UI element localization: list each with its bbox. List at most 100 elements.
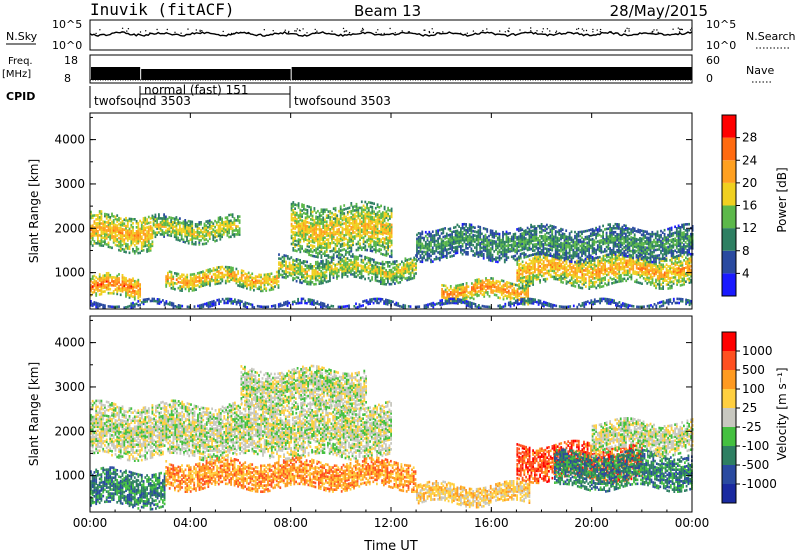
power-cell — [339, 256, 342, 259]
power-cell — [358, 264, 361, 267]
power-cell — [461, 242, 464, 246]
power-cell — [310, 214, 312, 217]
power-cell — [341, 263, 344, 267]
nsearch-dot — [581, 28, 584, 30]
power-cell — [360, 208, 363, 212]
power-cell — [135, 247, 138, 251]
power-cell — [165, 221, 167, 225]
power-cell — [116, 290, 119, 294]
power-cell — [453, 246, 455, 249]
power-cell — [348, 232, 351, 236]
power-cell — [161, 225, 164, 228]
nsearch-dot — [571, 32, 573, 34]
power-cell — [184, 224, 187, 228]
power-cell — [327, 240, 330, 243]
power-cell — [292, 239, 295, 242]
power-cell — [170, 230, 173, 234]
power-cell — [444, 227, 446, 230]
power-cell — [116, 226, 119, 229]
power-cell — [389, 223, 391, 226]
power-cell — [486, 279, 489, 282]
power-cell — [292, 205, 295, 208]
power-cell — [397, 275, 400, 279]
power-cell — [519, 266, 522, 270]
power-cell — [542, 260, 545, 263]
nsearch-dot — [377, 29, 379, 31]
power-cell — [549, 273, 552, 277]
power-cell — [198, 273, 201, 277]
power-cell — [440, 238, 443, 241]
power-cell — [109, 281, 112, 285]
power-cell — [93, 222, 96, 225]
power-cell — [329, 210, 332, 213]
power-cell — [114, 227, 117, 231]
power-cell — [345, 237, 347, 241]
power-cell — [394, 266, 396, 269]
power-cell — [105, 274, 108, 277]
power-cell — [126, 237, 129, 240]
nsearch-dot — [199, 29, 201, 31]
power-cell — [163, 219, 165, 222]
power-cell — [306, 213, 309, 216]
power-cell — [322, 271, 324, 275]
power-cell — [121, 284, 124, 287]
power-cell — [198, 233, 201, 236]
power-cell — [290, 272, 293, 275]
power-cell — [360, 216, 363, 220]
power-cell — [301, 233, 303, 236]
power-cell — [126, 247, 129, 250]
power-cell — [676, 279, 678, 282]
power-cell — [201, 226, 204, 230]
power-cell — [343, 208, 346, 211]
power-cell — [254, 275, 257, 278]
power-cell — [242, 269, 245, 273]
power-cell — [100, 244, 103, 247]
power-cell — [365, 256, 368, 259]
power-cell — [367, 225, 370, 228]
power-cell — [353, 225, 356, 228]
power-cell — [244, 278, 247, 282]
power-cell — [118, 279, 120, 282]
power-cell — [95, 288, 98, 291]
power-cell — [325, 220, 328, 223]
power-cell — [119, 293, 122, 297]
power-cell — [343, 218, 346, 221]
power-cell — [360, 222, 363, 226]
power-cell — [173, 221, 176, 225]
power-cell — [468, 233, 471, 236]
power-cell — [613, 277, 615, 281]
power-cell — [460, 245, 462, 248]
power-cell — [595, 280, 598, 284]
power-cell — [341, 218, 344, 222]
power-cell — [123, 278, 126, 282]
power-cell — [337, 256, 340, 260]
power-cell — [346, 261, 349, 264]
power-cell — [256, 281, 259, 284]
power-cell — [210, 224, 213, 228]
power-cell — [177, 280, 180, 284]
power-cell — [474, 246, 476, 249]
power-cell — [194, 237, 197, 240]
power-cell — [132, 218, 134, 221]
power-cell — [294, 233, 296, 236]
power-cell — [222, 227, 225, 230]
nsky-tick-top: 10^5 — [52, 18, 82, 31]
power-cell — [355, 220, 358, 224]
power-cell — [294, 211, 296, 214]
power-cell — [530, 265, 533, 269]
power-cell — [240, 279, 243, 282]
power-cell — [352, 225, 354, 229]
power-cell — [336, 216, 339, 219]
power-cell — [130, 290, 133, 294]
power-cell — [651, 263, 654, 267]
power-cell — [240, 277, 243, 280]
power-cell — [413, 272, 416, 276]
power-cell — [203, 281, 206, 285]
power-cell — [456, 229, 459, 233]
power-cell — [399, 281, 402, 284]
power-cell — [357, 226, 360, 230]
power-cell — [246, 275, 248, 278]
freq-tick-bottom: 8 — [64, 72, 71, 85]
power-cell — [118, 244, 120, 248]
power-cell — [140, 227, 143, 230]
